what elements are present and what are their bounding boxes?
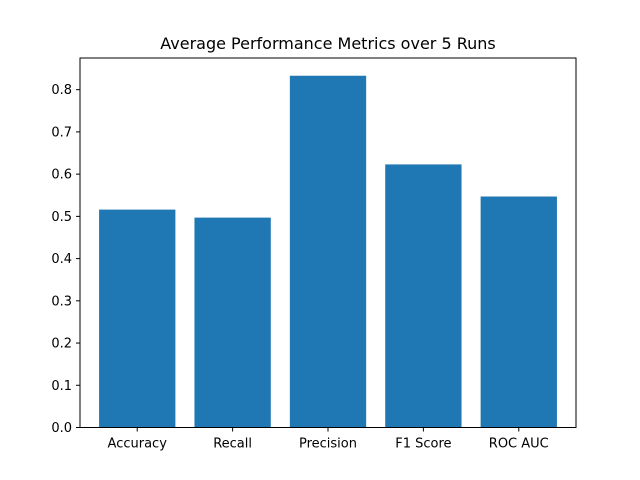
y-tick-label: 0.2 bbox=[51, 337, 72, 352]
x-tick-label: Precision bbox=[299, 437, 357, 452]
bar-accuracy bbox=[99, 209, 176, 428]
bar-recall bbox=[194, 217, 271, 428]
y-tick-label: 0.1 bbox=[51, 379, 72, 394]
y-tick-label: 0.0 bbox=[51, 421, 72, 436]
bars-layer bbox=[99, 75, 557, 428]
x-axis: Accuracy Recall Precision F1 Score ROC AUC bbox=[108, 427, 549, 452]
y-tick-label: 0.6 bbox=[51, 168, 72, 183]
bar-f1-score bbox=[385, 164, 462, 428]
x-tick-label: Accuracy bbox=[108, 437, 168, 452]
chart-title: Average Performance Metrics over 5 Runs bbox=[160, 34, 495, 53]
y-tick-label: 0.3 bbox=[51, 294, 72, 309]
y-axis: 0.0 0.1 0.2 0.3 0.4 0.5 0.6 0.7 0.8 bbox=[51, 83, 80, 436]
y-tick-label: 0.5 bbox=[51, 210, 72, 225]
bar-precision bbox=[289, 75, 367, 428]
y-tick-label: 0.7 bbox=[51, 125, 72, 140]
x-tick-label: F1 Score bbox=[395, 437, 451, 452]
bar-roc-auc bbox=[480, 196, 557, 428]
y-tick-label: 0.8 bbox=[51, 83, 72, 98]
x-tick-label: ROC AUC bbox=[489, 437, 549, 452]
x-tick-label: Recall bbox=[213, 437, 252, 452]
y-tick-label: 0.4 bbox=[51, 252, 72, 267]
plot-frame bbox=[79, 57, 577, 428]
